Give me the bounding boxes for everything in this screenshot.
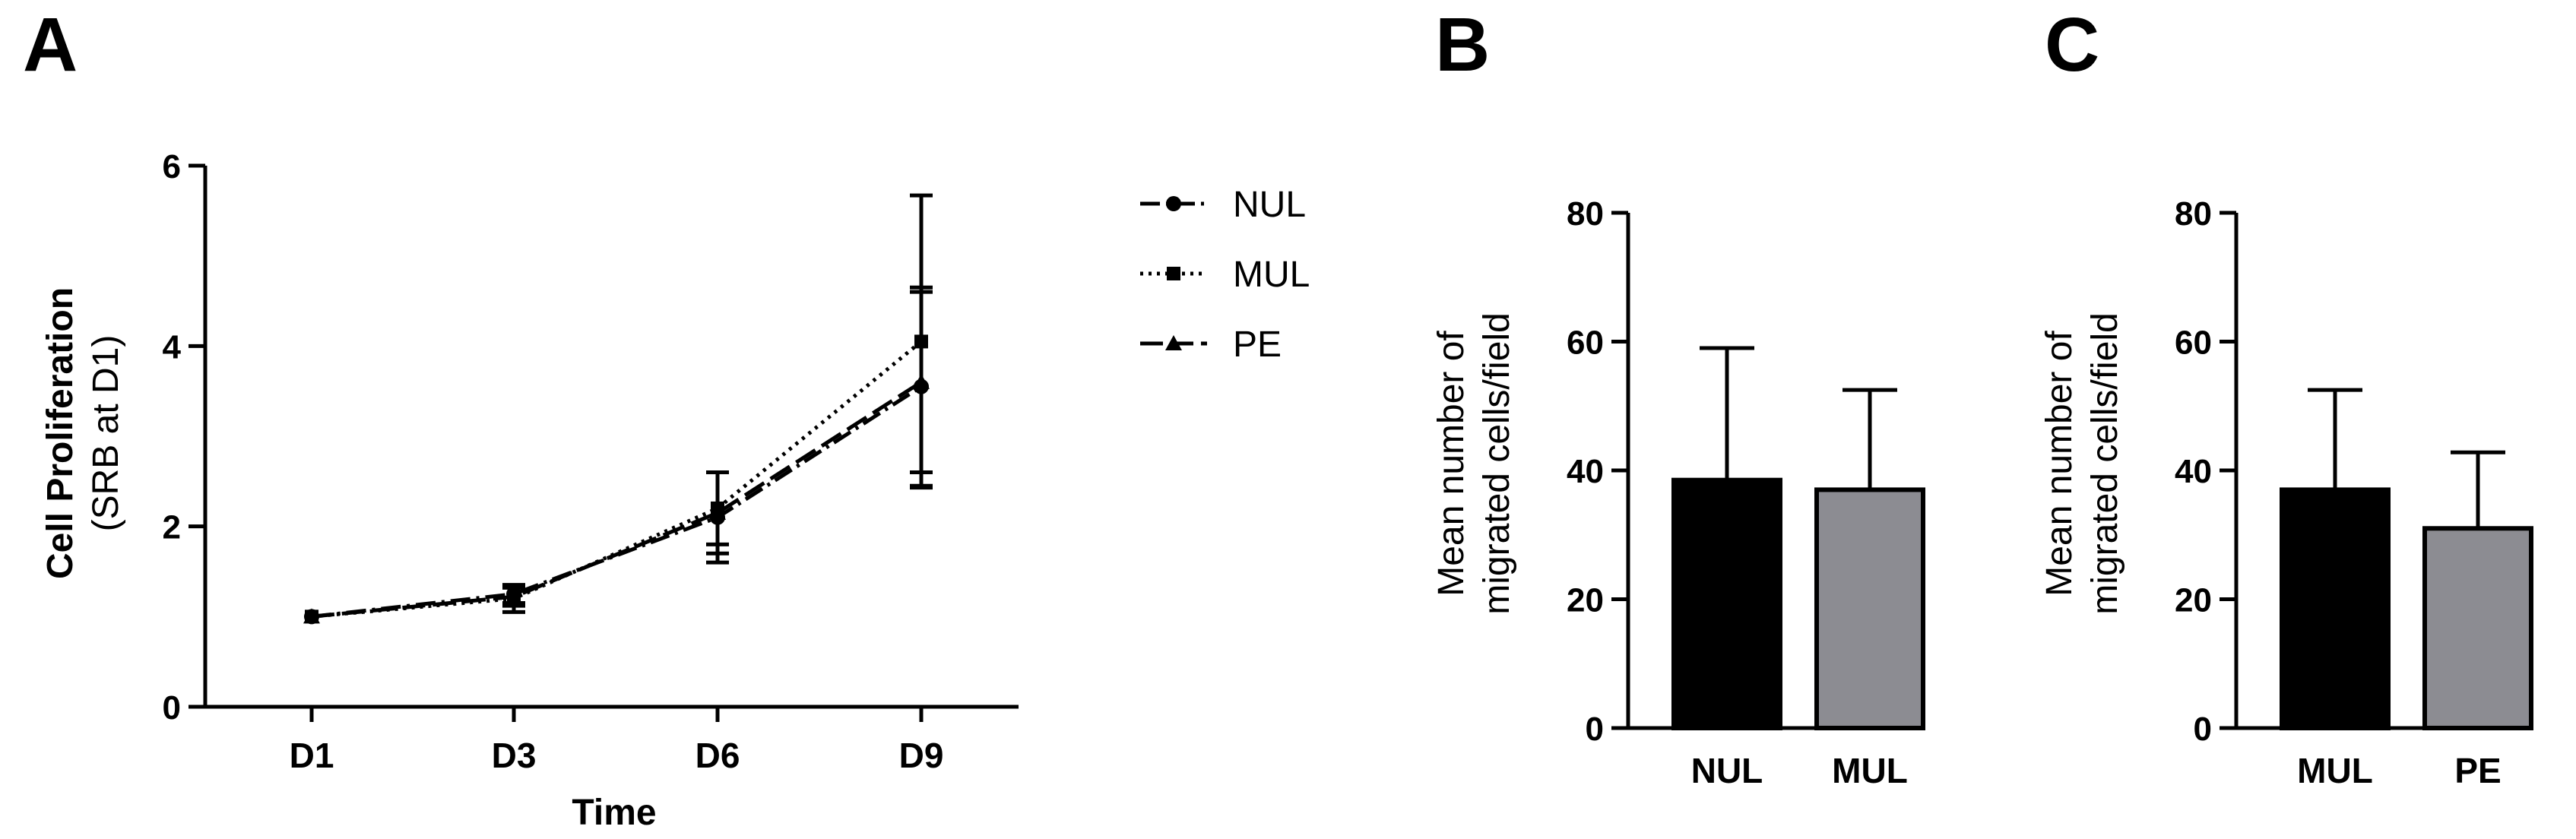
legend-pe-label: PE xyxy=(1233,325,1282,365)
chart-b-ylabel-sub: migrated cells/field xyxy=(1477,312,1517,615)
legend-pe-marker xyxy=(1165,335,1182,350)
y-tick-label: 0 xyxy=(2194,711,2212,748)
chart-b-axes: 0 20 40 60 80 NUL MUL xyxy=(1567,195,1908,790)
y-tick-label: 40 xyxy=(1567,453,1604,490)
y-tick-label: 0 xyxy=(1586,711,1604,748)
panel-label-b: B xyxy=(1435,2,1490,87)
chart-c: 0 20 40 60 80 MUL PE Mean number of migrated c… xyxy=(2039,195,2533,790)
legend-nul-label: NUL xyxy=(1233,185,1306,225)
chart-b-marks xyxy=(1671,346,1925,731)
bar-nul xyxy=(1671,477,1782,731)
x-tick-label: D3 xyxy=(492,736,537,775)
legend-mul-marker xyxy=(1167,267,1180,280)
y-tick-label: 20 xyxy=(1567,582,1604,619)
y-tick-label: 4 xyxy=(163,328,182,366)
x-tick-label: D9 xyxy=(899,736,944,775)
series-pe-point xyxy=(709,504,726,520)
series-pe-point xyxy=(913,373,930,389)
y-tick-label: 20 xyxy=(2175,582,2212,619)
series-pe-point xyxy=(303,608,320,624)
panel-label-c: C xyxy=(2045,2,2099,87)
x-tick-label: NUL xyxy=(1691,751,1763,790)
series-mul-line xyxy=(311,340,923,619)
x-tick-label: PE xyxy=(2454,751,2501,790)
chart-c-axes: 0 20 40 60 80 MUL PE xyxy=(2175,195,2502,790)
chart-a-ylabel-sub: (SRB at D1) xyxy=(86,335,126,532)
bar-mul xyxy=(2280,487,2391,730)
y-tick-label: 80 xyxy=(2175,195,2212,233)
x-tick-label: D6 xyxy=(695,736,740,775)
y-tick-label: 0 xyxy=(163,689,181,727)
chart-c-ylabel-sub: migrated cells/field xyxy=(2085,312,2125,615)
chart-c-marks xyxy=(2280,388,2533,731)
x-tick-label: D1 xyxy=(290,736,334,775)
chart-a: 0 2 4 6 D1 D3 D6 D9 Cell Proliferation (SRB at … xyxy=(40,148,1310,833)
chart-a-axes: 0 2 4 6 D1 D3 D6 D9 xyxy=(163,148,1019,775)
chart-b: 0 20 40 60 80 NUL MUL Mean number of migrated … xyxy=(1431,195,1925,790)
y-tick-label: 60 xyxy=(1567,325,1604,362)
series-nul-line xyxy=(311,385,923,619)
legend-nul-marker xyxy=(1166,196,1181,211)
chart-a-marks xyxy=(303,193,933,625)
y-tick-label: 6 xyxy=(163,148,181,185)
y-tick-label: 2 xyxy=(163,509,181,546)
series-pe-point xyxy=(505,588,522,604)
bar-mul xyxy=(1814,487,1925,730)
chart-c-ylabel: Mean number of xyxy=(2039,331,2080,597)
chart-a-xlabel: Time xyxy=(572,793,656,833)
x-tick-label: MUL xyxy=(2297,751,2373,790)
y-tick-label: 40 xyxy=(2175,453,2212,490)
legend-mul-label: MUL xyxy=(1233,255,1310,295)
chart-a-legend: NUL MUL PE xyxy=(1140,185,1310,365)
chart-a-ylabel: Cell Proliferation xyxy=(40,287,81,579)
series-pe-line xyxy=(311,380,923,619)
chart-b-ylabel: Mean number of xyxy=(1431,331,1472,597)
y-tick-label: 60 xyxy=(2175,325,2212,362)
bar-pe xyxy=(2422,526,2533,731)
x-tick-label: MUL xyxy=(1832,751,1908,790)
y-tick-label: 80 xyxy=(1567,195,1604,233)
panel-label-a: A xyxy=(23,2,78,87)
